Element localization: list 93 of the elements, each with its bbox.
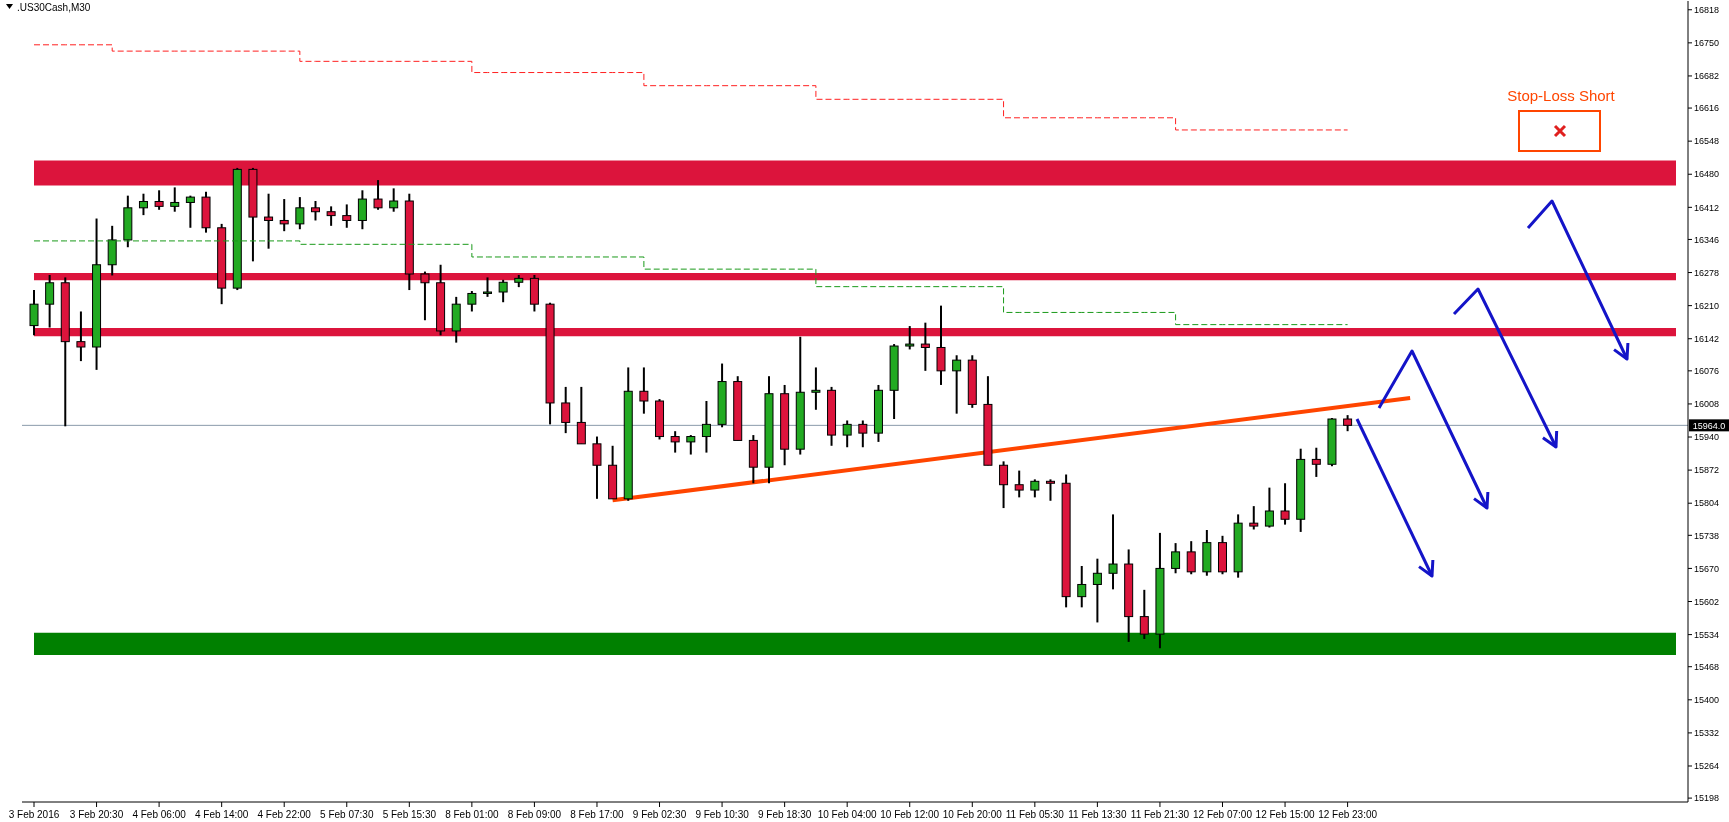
- candlestick: [326, 205, 336, 227]
- candlestick: [576, 385, 586, 445]
- x-tick-label: 8 Feb 01:00: [445, 809, 499, 820]
- y-tick-label: 15872: [1694, 465, 1720, 476]
- x-tick-label: 8 Feb 09:00: [507, 809, 562, 820]
- x-tick-label: 8 Feb 17:00: [570, 809, 625, 820]
- candlestick: [686, 434, 696, 456]
- x-tick-label: 9 Feb 10:30: [695, 809, 750, 820]
- candlestick: [1311, 446, 1321, 478]
- y-tick-label: 16278: [1694, 267, 1720, 278]
- y-tick-label: 16142: [1694, 333, 1720, 344]
- candlestick: [310, 200, 320, 222]
- x-tick-label: 4 Feb 14:00: [194, 809, 249, 820]
- candlestick: [279, 198, 289, 233]
- candlestick: [185, 194, 195, 229]
- x-tick-label: 9 Feb 02:30: [632, 809, 687, 820]
- y-tick-label: 15400: [1694, 695, 1720, 705]
- x-tick-label: 10 Feb 12:00: [880, 809, 940, 820]
- x-tick-label: 11 Feb 13:30: [1068, 809, 1127, 820]
- x-tick-label: 3 Feb 2016: [8, 809, 60, 820]
- candlestick: [1171, 542, 1181, 575]
- candlestick: [295, 196, 305, 231]
- y-tick-label: 15198: [1694, 793, 1720, 804]
- y-tick-label: 16480: [1694, 169, 1720, 180]
- candlestick: [154, 189, 164, 211]
- y-tick-label: 16682: [1694, 71, 1720, 82]
- candlestick: [639, 366, 649, 415]
- candlestick: [1249, 505, 1259, 531]
- y-tick-label: 15534: [1694, 629, 1720, 640]
- y-tick-label: 16818: [1694, 4, 1720, 15]
- candlestick: [45, 273, 55, 329]
- y-tick-label: 16616: [1694, 103, 1720, 114]
- x-tick-label: 4 Feb 22:00: [257, 809, 312, 820]
- x-tick-label: 10 Feb 04:00: [817, 809, 878, 820]
- candlestick: [498, 278, 508, 304]
- candlestick: [483, 276, 493, 298]
- candlestick: [1186, 540, 1196, 576]
- x-tick-label: 4 Feb 06:00: [132, 809, 187, 820]
- candlestick: [1092, 557, 1102, 624]
- candlestick: [592, 435, 602, 500]
- x-tick-label: 5 Feb 07:30: [320, 809, 374, 820]
- candlestick: [1077, 564, 1087, 609]
- y-tick-label: 15602: [1694, 596, 1720, 607]
- candlestick: [1264, 486, 1274, 529]
- ref-line-label: 15964.0: [1692, 420, 1726, 431]
- candlestick: [905, 325, 915, 351]
- y-tick-label: 15670: [1694, 563, 1720, 574]
- y-tick-label: 15940: [1694, 432, 1720, 443]
- candlestick: [1280, 482, 1290, 526]
- y-tick-label: 15332: [1694, 728, 1720, 739]
- candlestick: [1045, 478, 1055, 502]
- y-tick-label: 15468: [1694, 661, 1720, 672]
- candlestick: [999, 460, 1009, 510]
- x-tick-label: 12 Feb 23:00: [1318, 809, 1378, 820]
- x-tick-label: 12 Feb 15:00: [1255, 809, 1315, 820]
- candlestick: [342, 203, 352, 229]
- candlestick: [811, 366, 821, 411]
- y-tick-label: 15738: [1694, 530, 1720, 541]
- x-tick-label: 5 Feb 15:30: [382, 809, 437, 820]
- chart-title: .US30Cash,M30: [17, 2, 91, 13]
- candlestick: [264, 192, 274, 250]
- candlestick: [357, 189, 367, 231]
- candlestick: [1139, 588, 1149, 640]
- candlestick: [1030, 478, 1040, 499]
- candlestick: [1108, 513, 1118, 591]
- y-tick-label: 16750: [1694, 38, 1720, 49]
- candlestick: [467, 290, 477, 313]
- candlestick: [952, 354, 962, 415]
- x-tick-label: 9 Feb 18:30: [757, 809, 812, 820]
- candlestick: [858, 419, 868, 449]
- y-tick-label: 16076: [1694, 366, 1720, 377]
- x-tick-label: 12 Feb 07:00: [1193, 809, 1253, 820]
- x-tick-label: 11 Feb 05:30: [1005, 809, 1065, 820]
- y-tick-label: 16346: [1694, 234, 1720, 245]
- candlestick: [170, 186, 180, 213]
- x-tick-label: 3 Feb 20:30: [69, 809, 124, 820]
- x-tick-label: 11 Feb 21:30: [1130, 809, 1190, 820]
- y-tick-label: 16548: [1694, 136, 1720, 147]
- candlestick: [1014, 469, 1024, 499]
- candlestick: [670, 430, 680, 454]
- candlestick: [138, 192, 148, 217]
- x-tick-label: 10 Feb 20:00: [942, 809, 1003, 820]
- y-tick-label: 15264: [1694, 761, 1720, 772]
- y-tick-label: 15804: [1694, 498, 1720, 509]
- candlestick: [842, 419, 852, 449]
- candlestick: [389, 187, 399, 213]
- y-tick-label: 16412: [1694, 202, 1720, 213]
- candlestick: [29, 289, 39, 337]
- y-tick-label: 16008: [1694, 399, 1720, 410]
- annotation: Stop-Loss Short: [1507, 87, 1616, 104]
- candlestick: [561, 385, 571, 435]
- y-tick-label: 16210: [1694, 300, 1720, 311]
- candlestick: [701, 400, 711, 454]
